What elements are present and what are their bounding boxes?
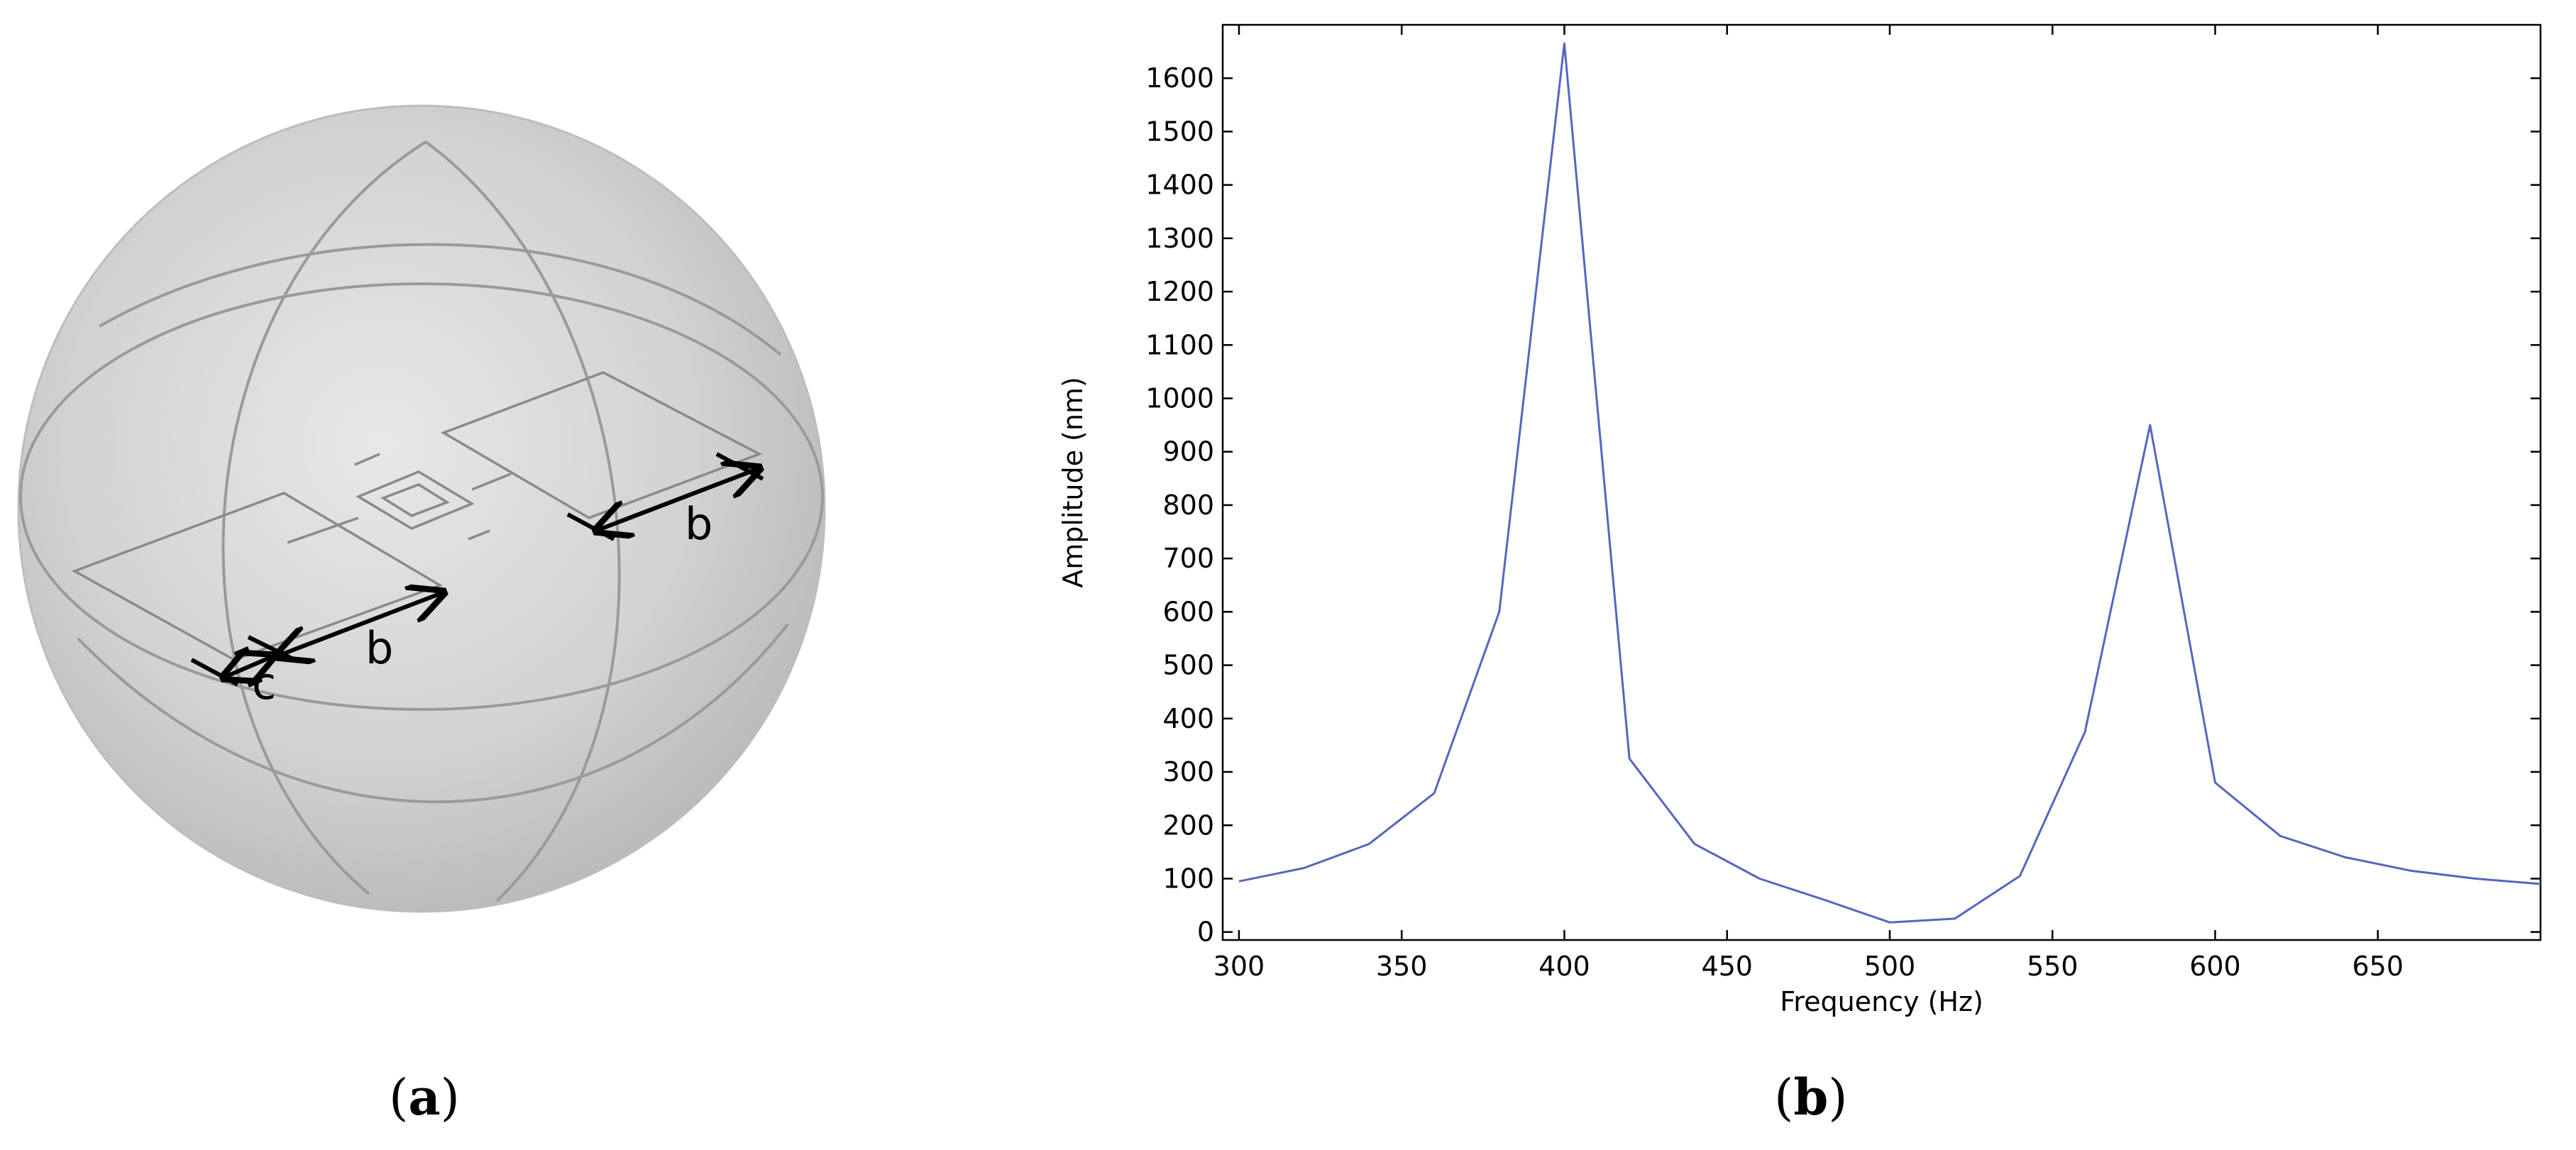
y-tick-label: 1200 bbox=[1145, 276, 1214, 307]
y-tick-label: 300 bbox=[1162, 756, 1214, 787]
caption-b: (b) bbox=[1774, 1068, 1848, 1127]
dimension-c-arrow bbox=[224, 656, 273, 678]
dimension-b-arrow-right bbox=[596, 468, 759, 531]
x-tick-label: 500 bbox=[1864, 951, 1916, 982]
x-tick-label: 650 bbox=[2352, 951, 2404, 982]
y-tick-label: 0 bbox=[1197, 917, 1214, 948]
x-axis-ticks: 300 350 400 450 500 550 600 650 bbox=[1213, 25, 2404, 982]
caption-a: (a) bbox=[389, 1068, 460, 1127]
series-line bbox=[1238, 42, 2541, 924]
sphere bbox=[17, 104, 826, 913]
x-tick-label: 350 bbox=[1376, 951, 1428, 982]
dimension-b-arrow-left bbox=[277, 592, 444, 656]
y-axis-label: Amplitude (nm) bbox=[1057, 377, 1089, 588]
x-tick-label: 450 bbox=[1701, 951, 1753, 982]
y-tick-label: 900 bbox=[1162, 436, 1214, 468]
dimension-arrows bbox=[190, 452, 763, 685]
right-pad bbox=[440, 371, 763, 519]
sensor-frame bbox=[356, 470, 475, 530]
y-tick-label: 1400 bbox=[1145, 170, 1214, 201]
y-tick-label: 400 bbox=[1162, 703, 1214, 734]
y-tick-label: 1100 bbox=[1145, 329, 1214, 360]
y-tick-label: 700 bbox=[1162, 543, 1214, 574]
x-tick-label: 400 bbox=[1539, 951, 1590, 982]
y-tick-label: 1000 bbox=[1145, 383, 1214, 414]
x-tick-label: 300 bbox=[1213, 951, 1265, 982]
x-axis-label: Frequency (Hz) bbox=[1780, 986, 1983, 1017]
frequency-response-chart: 0 100 200 300 400 500 600 700 800 900 1000 1100 1200… bbox=[1057, 23, 2542, 1017]
y-tick-label: 1500 bbox=[1145, 116, 1214, 147]
y-tick-label: 100 bbox=[1162, 863, 1214, 894]
plot-frame bbox=[1221, 23, 2542, 941]
label-b-left: b bbox=[365, 622, 393, 674]
y-tick-label: 200 bbox=[1162, 809, 1214, 841]
x-tick-label: 600 bbox=[2189, 951, 2241, 982]
y-tick-label: 1600 bbox=[1145, 62, 1214, 94]
label-c: c bbox=[252, 658, 276, 709]
y-tick-label: 800 bbox=[1162, 490, 1214, 521]
y-axis-ticks: 0 100 200 300 400 500 600 700 800 900 1000 1100 1200… bbox=[1145, 62, 2541, 948]
y-tick-label: 1300 bbox=[1145, 223, 1214, 254]
sphere-illustration: c b b bbox=[17, 104, 826, 913]
x-tick-label: 550 bbox=[2027, 951, 2079, 982]
y-tick-label: 500 bbox=[1162, 650, 1214, 681]
label-b-right: b bbox=[685, 498, 712, 550]
y-tick-label: 600 bbox=[1162, 596, 1214, 627]
